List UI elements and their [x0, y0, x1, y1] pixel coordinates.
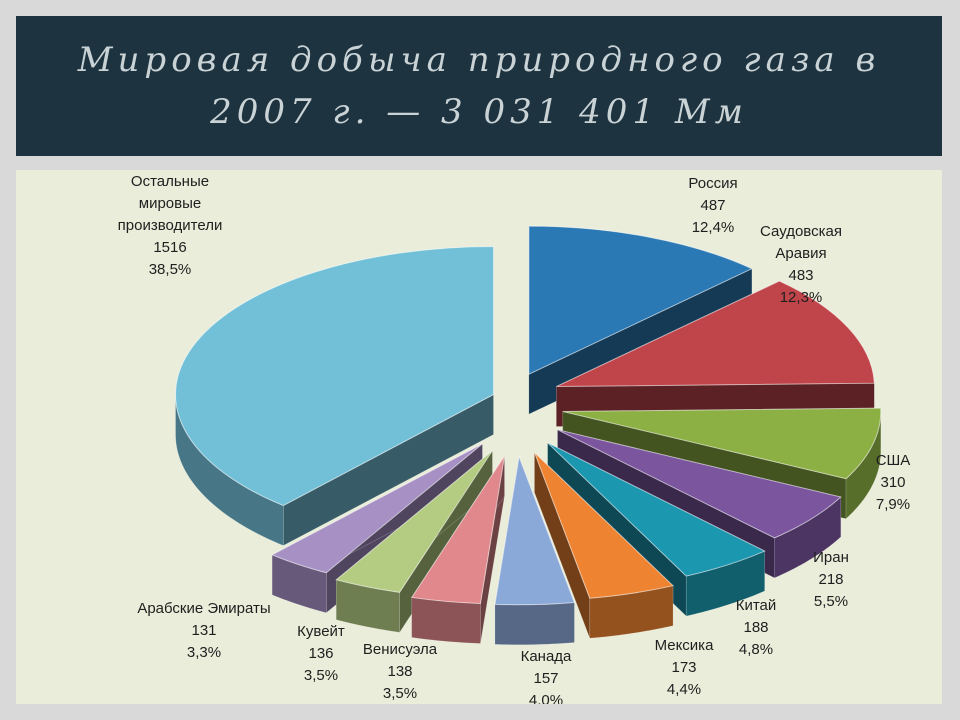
slice-label: Иран 218 5,5%: [813, 549, 849, 610]
pie-slice: [335, 449, 493, 634]
slice-label: Мексика 173 4,4%: [655, 637, 715, 698]
title-bar: Мировая добыча природного газа в 2007 г.…: [16, 16, 942, 156]
pie-slice: [494, 454, 576, 646]
pie-chart: Россия 487 12,4% Саудовская Аравия 483 12,3% СШ…: [118, 173, 911, 704]
pie-slice: [410, 454, 506, 644]
slice-label: Кувейт 136 3,5%: [297, 623, 345, 684]
pie-slice: [175, 246, 495, 547]
slice-label: Саудовская Аравия 483 12,3%: [760, 223, 842, 306]
slice-label: США 310 7,9%: [876, 452, 911, 513]
slice-label: Арабские Эмираты 131 3,3%: [137, 600, 270, 661]
chart-area: Россия 487 12,4% Саудовская Аравия 483 12,3% СШ…: [16, 170, 942, 704]
pie-slice: [533, 451, 675, 639]
slice-label: Остальные мировые производители 1516 38,5%: [118, 173, 223, 278]
slice-label: Китай 188 4,8%: [736, 597, 777, 658]
chart-title: Мировая добыча природного газа в 2007 г.…: [77, 40, 881, 132]
slice-label: Канада 157 4,0%: [521, 648, 572, 704]
slice-label: Венисуэла 138 3,5%: [363, 641, 438, 702]
slice-label: Россия 487 12,4%: [688, 175, 737, 236]
